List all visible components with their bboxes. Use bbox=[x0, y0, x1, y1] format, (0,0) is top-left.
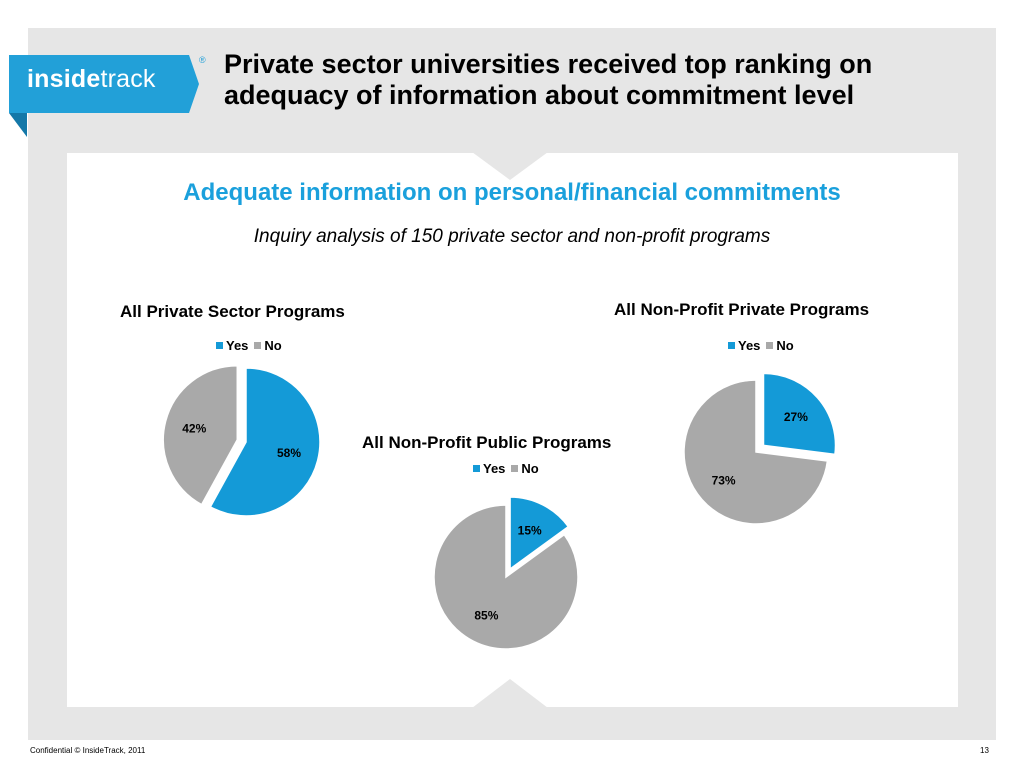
legend-label-no: No bbox=[264, 338, 282, 353]
section-title: Adequate information on personal/financi… bbox=[183, 179, 841, 206]
section-caption: Inquiry analysis of 150 private sector a… bbox=[253, 226, 771, 247]
pie-slice-yes bbox=[209, 367, 321, 517]
pie-label-yes: 15% bbox=[518, 523, 542, 537]
pie-label-no: 73% bbox=[712, 474, 736, 488]
registered-mark: ® bbox=[199, 55, 206, 65]
legend-swatch-yes bbox=[728, 342, 735, 349]
pie-slice-no bbox=[433, 504, 579, 650]
legend-item-no: No bbox=[766, 338, 794, 353]
page-number: 13 bbox=[980, 746, 989, 755]
pie-label-no: 85% bbox=[474, 608, 498, 622]
pie-label-yes: 27% bbox=[784, 410, 808, 424]
legend-item-no: No bbox=[511, 461, 539, 476]
legend-private-sector: Yes No bbox=[216, 338, 288, 353]
pie-slice-no bbox=[162, 365, 239, 506]
legend-item-yes: Yes bbox=[473, 461, 505, 476]
legend-non-profit-private: Yes No bbox=[728, 338, 800, 353]
legend-label-no: No bbox=[521, 461, 539, 476]
pie-label-no: 42% bbox=[182, 422, 206, 436]
legend-label-yes: Yes bbox=[738, 338, 761, 353]
panel-top-notch bbox=[472, 152, 548, 180]
page-title: Private sector universities received top… bbox=[224, 49, 873, 110]
legend-item-no: No bbox=[254, 338, 282, 353]
legend-item-yes: Yes bbox=[728, 338, 760, 353]
pie-slice-yes bbox=[509, 496, 570, 571]
logo-wordmark: insidetrack bbox=[27, 65, 156, 94]
chart-title-non-profit-private: All Non-Profit Private Programs bbox=[614, 300, 870, 319]
legend-swatch-yes bbox=[216, 342, 223, 349]
legend-swatch-no bbox=[254, 342, 262, 349]
insidetrack-logo: insidetrack ® bbox=[9, 55, 209, 137]
legend-non-profit-public: Yes No bbox=[473, 461, 545, 476]
legend-swatch-no bbox=[511, 465, 519, 472]
footer-confidential: Confidential © InsideTrack, 2011 bbox=[30, 746, 146, 755]
logo-badge-shape bbox=[9, 55, 199, 137]
legend-swatch-yes bbox=[473, 465, 480, 472]
pie-slice-no bbox=[683, 379, 829, 525]
legend-swatch-no bbox=[766, 342, 774, 349]
legend-label-no: No bbox=[776, 338, 794, 353]
logo-word-inside: inside bbox=[27, 65, 101, 93]
panel-bottom-notch bbox=[472, 679, 548, 708]
chart-title-non-profit-public: All Non-Profit Public Programs bbox=[362, 433, 612, 452]
pie-slice-yes bbox=[762, 372, 837, 456]
logo-word-track: track bbox=[100, 65, 156, 93]
legend-item-yes: Yes bbox=[216, 338, 248, 353]
legend-label-yes: Yes bbox=[483, 461, 506, 476]
chart-title-private-sector: All Private Sector Programs bbox=[120, 302, 345, 321]
pie-label-yes: 58% bbox=[277, 446, 301, 460]
legend-label-yes: Yes bbox=[226, 338, 249, 353]
